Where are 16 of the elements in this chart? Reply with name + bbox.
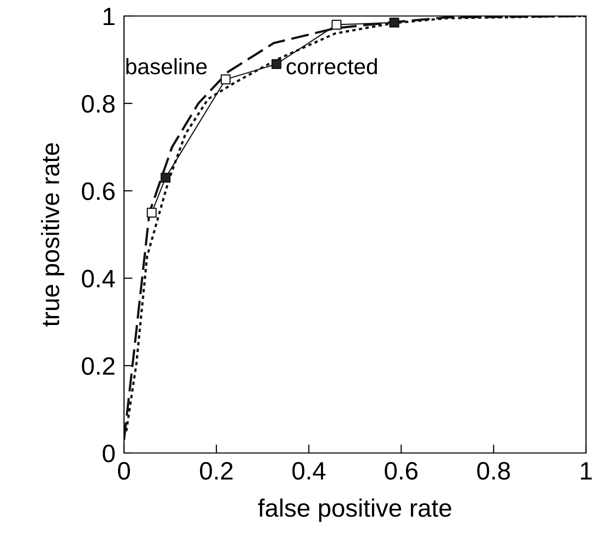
y-tick-label: 1	[104, 8, 114, 26]
y-tick-label: 0.4	[82, 270, 115, 288]
y-tick-label: 0	[102, 444, 115, 462]
y-axis-title: true positive rate	[40, 143, 64, 327]
x-axis-title: false positive rate	[258, 498, 452, 522]
x-tick-label: 0.4	[292, 462, 326, 480]
y-tick-label: 0.8	[82, 95, 115, 113]
x-tick-label: 0	[118, 462, 130, 480]
y-tick-label: 0.6	[82, 182, 115, 200]
y-tick-label: 0.2	[82, 357, 114, 375]
x-tick-label: 0.6	[384, 462, 418, 480]
annotation: corrected	[286, 58, 377, 74]
x-tick-label: 0.8	[477, 462, 510, 480]
x-tick-label: 0.2	[200, 462, 233, 480]
annotation: baseline	[126, 58, 207, 74]
x-tick-label: 1	[580, 462, 592, 480]
